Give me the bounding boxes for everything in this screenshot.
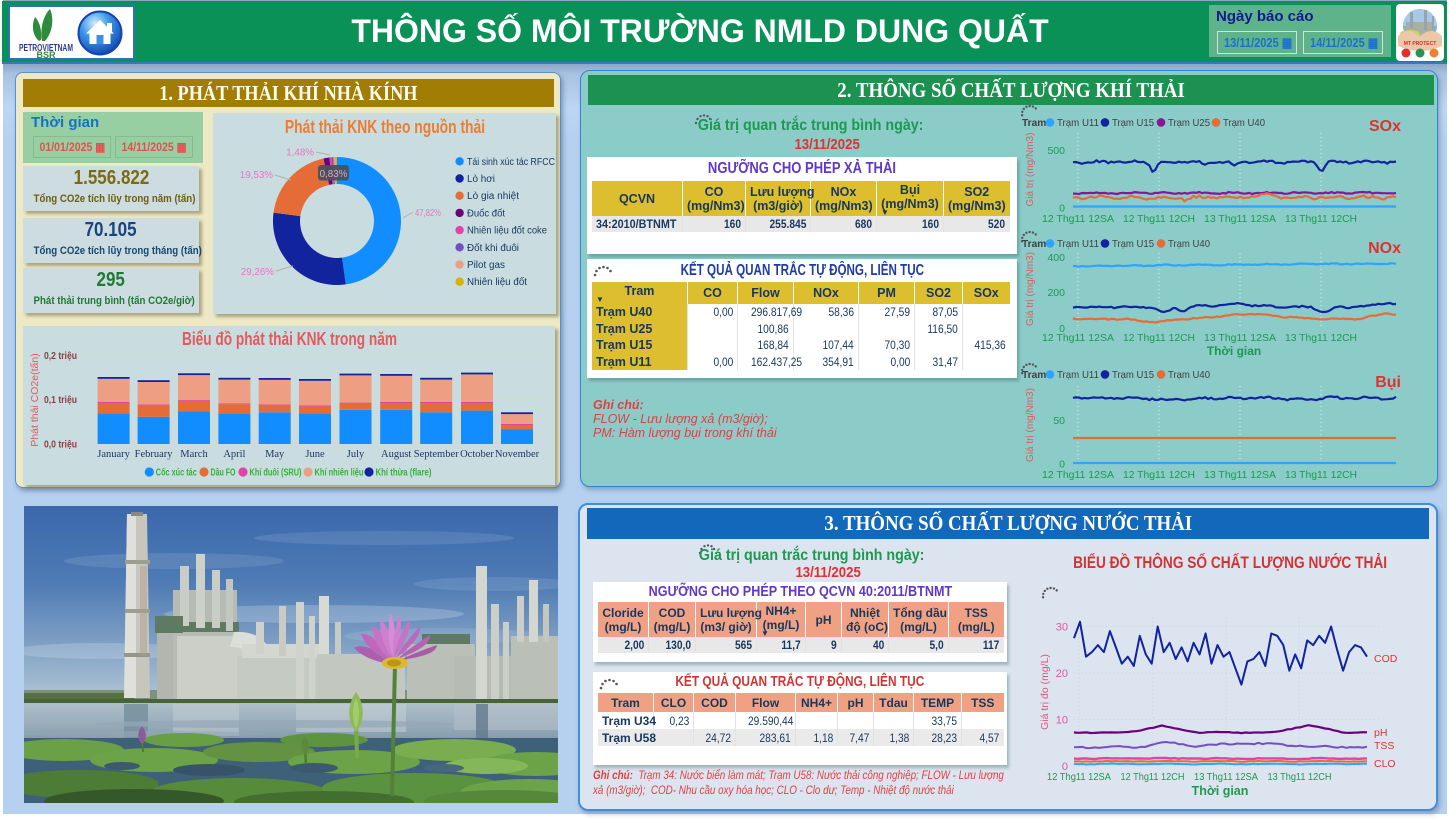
svg-text:Khí thừa (flare): Khí thừa (flare) [376, 467, 432, 479]
svg-text:Pilot gas: Pilot gas [467, 260, 505, 271]
svg-text:20: 20 [1056, 668, 1068, 680]
svg-text:November: November [495, 449, 540, 460]
svg-text:Trạm U40: Trạm U40 [1223, 118, 1265, 129]
svg-text:Khí nhiên liệu: Khí nhiên liệu [315, 467, 364, 479]
svg-text:19,53%: 19,53% [240, 170, 274, 181]
svg-text:0: 0 [1062, 761, 1068, 773]
svg-text:February: February [135, 449, 174, 460]
svg-text:Trạm U15: Trạm U15 [1112, 370, 1154, 381]
svg-text:Giá trị (mg/Nm3): Giá trị (mg/Nm3) [1025, 252, 1036, 326]
svg-text:12 Thg11 12CH: 12 Thg11 12CH [1123, 470, 1195, 481]
svg-text:PETROVIETNAM: PETROVIETNAM [19, 43, 73, 54]
svg-text:TSS: TSS [1374, 740, 1394, 752]
svg-text:September: September [414, 449, 459, 460]
svg-text:13 Thg11 12SA: 13 Thg11 12SA [1204, 214, 1276, 225]
svg-text:Lò gia nhiệt: Lò gia nhiệt [467, 191, 519, 202]
svg-text:May: May [265, 449, 285, 460]
svg-text:13 Thg11 12CH: 13 Thg11 12CH [1285, 333, 1357, 344]
svg-text:12 Thg11 12CH: 12 Thg11 12CH [1123, 333, 1195, 344]
svg-text:Nhiên liệu đốt coke: Nhiên liệu đốt coke [467, 226, 547, 237]
svg-text:August: August [381, 449, 411, 460]
svg-text:Trạm U11: Trạm U11 [1057, 370, 1099, 381]
svg-text:0: 0 [1059, 459, 1065, 471]
svg-text:13 Thg11 12CH: 13 Thg11 12CH [1268, 772, 1332, 783]
svg-text:Giá trị (mg/Nm3): Giá trị (mg/Nm3) [1025, 133, 1036, 207]
svg-text:47,82%: 47,82% [415, 208, 441, 219]
svg-text:March: March [180, 449, 208, 460]
svg-text:April: April [223, 449, 245, 460]
svg-text:30: 30 [1056, 621, 1068, 633]
svg-text:Giá trị đo (mg/L): Giá trị đo (mg/L) [1039, 654, 1051, 730]
svg-text:12 Thg11 12CH: 12 Thg11 12CH [1123, 214, 1195, 225]
svg-text:January: January [97, 449, 130, 460]
svg-text:Thời gian: Thời gian [1207, 344, 1262, 358]
svg-text:0,2 triệu: 0,2 triệu [44, 351, 77, 362]
svg-text:Trạm U25: Trạm U25 [1168, 118, 1210, 129]
svg-text:Tram: Tram [1022, 239, 1046, 250]
svg-text:Khí đuôi (SRU): Khí đuôi (SRU) [250, 467, 302, 479]
svg-text:Dầu FO: Dầu FO [211, 467, 236, 479]
svg-text:June: June [305, 449, 325, 460]
svg-text:Lò hơi: Lò hơi [467, 174, 495, 185]
svg-text:Trạm U15: Trạm U15 [1112, 239, 1154, 250]
svg-text:500: 500 [1047, 145, 1065, 157]
svg-text:12 Thg11 12SA: 12 Thg11 12SA [1047, 772, 1111, 783]
svg-text:Đốt khi đuôi: Đốt khi đuôi [467, 243, 519, 254]
svg-text:Thời gian: Thời gian [1192, 784, 1249, 798]
svg-text:Nhiên liệu đốt: Nhiên liệu đốt [467, 277, 527, 288]
svg-text:13 Thg11 12SA: 13 Thg11 12SA [1204, 470, 1276, 481]
svg-text:Tái sinh xúc tác RFCC: Tái sinh xúc tác RFCC [467, 157, 555, 168]
svg-text:13 Thg11 12CH: 13 Thg11 12CH [1285, 470, 1357, 481]
svg-text:Cốc xúc tác: Cốc xúc tác [156, 467, 197, 479]
svg-text:October: October [460, 449, 494, 460]
svg-text:NOx: NOx [1368, 240, 1401, 257]
svg-text:Tram: Tram [1022, 118, 1046, 129]
svg-text:SOx: SOx [1369, 118, 1401, 135]
svg-text:200: 200 [1047, 287, 1065, 299]
svg-text:Trạm U11: Trạm U11 [1057, 239, 1099, 250]
svg-text:Phát thải CO2e(tấn): Phát thải CO2e(tấn) [29, 353, 41, 446]
svg-text:13 Thg11 12SA: 13 Thg11 12SA [1204, 333, 1276, 344]
svg-text:Trạm U15: Trạm U15 [1112, 118, 1154, 129]
svg-text:Giá trị (mg/Nm3): Giá trị (mg/Nm3) [1025, 388, 1036, 462]
svg-text:10: 10 [1056, 714, 1068, 726]
svg-text:13 Thg11 12CH: 13 Thg11 12CH [1285, 214, 1357, 225]
svg-text:12 Thg11 12SA: 12 Thg11 12SA [1042, 214, 1114, 225]
svg-text:Trạm U11: Trạm U11 [1057, 118, 1099, 129]
svg-text:1,48%: 1,48% [286, 148, 314, 159]
svg-text:July: July [347, 449, 365, 460]
svg-text:MT PROTECT: MT PROTECT [1404, 41, 1437, 47]
svg-text:13 Thg11 12SA: 13 Thg11 12SA [1194, 772, 1258, 783]
svg-text:0: 0 [1059, 203, 1065, 215]
svg-text:Bụi: Bụi [1375, 374, 1401, 391]
svg-text:12 Thg11 12SA: 12 Thg11 12SA [1042, 470, 1114, 481]
svg-text:0,0 triệu: 0,0 triệu [44, 440, 77, 451]
svg-text:pH: pH [1374, 727, 1387, 739]
svg-text:400: 400 [1047, 252, 1065, 264]
svg-text:CLO: CLO [1374, 758, 1396, 770]
svg-text:0,83%: 0,83% [320, 169, 348, 180]
svg-text:Đuốc đốt: Đuốc đốt [467, 208, 505, 219]
svg-text:12 Thg11 12CH: 12 Thg11 12CH [1121, 772, 1185, 783]
svg-text:0: 0 [1059, 323, 1065, 335]
svg-text:50: 50 [1053, 415, 1065, 427]
svg-text:BSR: BSR [36, 50, 56, 58]
svg-text:0,1 triệu: 0,1 triệu [44, 395, 77, 406]
svg-text:12 Thg11 12SA: 12 Thg11 12SA [1042, 333, 1114, 344]
svg-text:COD: COD [1374, 653, 1398, 665]
svg-text:Trạm U40: Trạm U40 [1168, 239, 1210, 250]
svg-text:Tram: Tram [1022, 370, 1046, 381]
svg-text:29,26%: 29,26% [241, 267, 275, 278]
svg-text:Trạm U40: Trạm U40 [1168, 370, 1210, 381]
